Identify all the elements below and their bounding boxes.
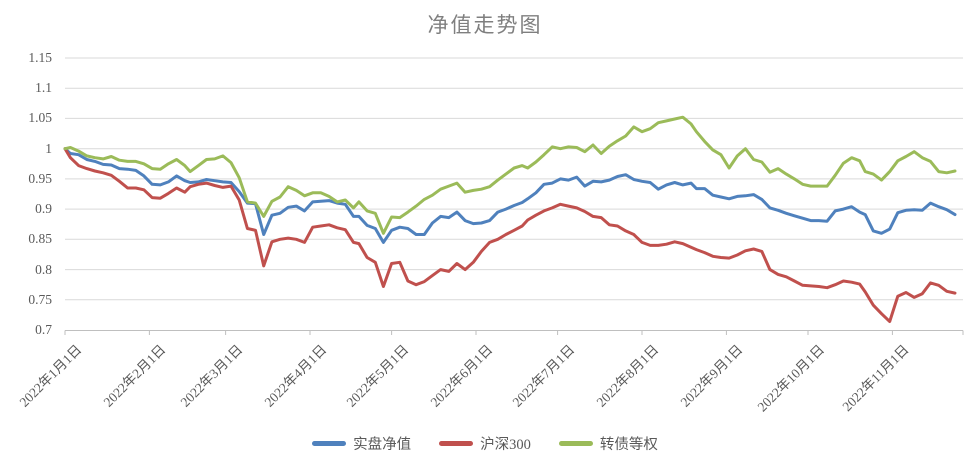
chart-title: 净值走势图	[427, 13, 543, 37]
y-axis-tick-label: 1	[45, 140, 52, 156]
y-axis-tick-label: 0.85	[28, 231, 52, 247]
series-line-csi300	[63, 147, 957, 323]
legend-label: 实盘净值	[353, 437, 412, 453]
y-axis-tick-label: 0.95	[28, 170, 52, 186]
y-axis-tick-label: 0.8	[35, 261, 52, 277]
y-axis-tick-label: 0.9	[35, 201, 52, 217]
legend-label: 转债等权	[599, 437, 658, 453]
legend-line-swatch	[312, 441, 347, 446]
series-line-portfolio-nav	[63, 147, 957, 244]
y-axis-tick-label: 1.05	[28, 110, 52, 126]
legend-item-portfolio-nav: 实盘净值	[312, 433, 411, 454]
legend-item-csi300: 沪深300	[439, 433, 531, 454]
legend-item-convertible-equal-weight: 转债等权	[558, 433, 658, 454]
legend: 实盘净值 沪深300 转债等权	[0, 433, 970, 454]
legend-line-swatch	[439, 441, 474, 446]
y-axis-tick-label: 0.75	[28, 291, 52, 307]
y-axis-tick-label: 1.1	[35, 80, 52, 96]
legend-label: 沪深300	[480, 437, 531, 453]
y-axis-tick-label: 1.15	[28, 50, 52, 65]
series-line-convertible-equal-weight	[63, 115, 957, 235]
legend-line-swatch	[558, 441, 593, 446]
y-axis-tick-label: 0.7	[35, 322, 52, 337]
